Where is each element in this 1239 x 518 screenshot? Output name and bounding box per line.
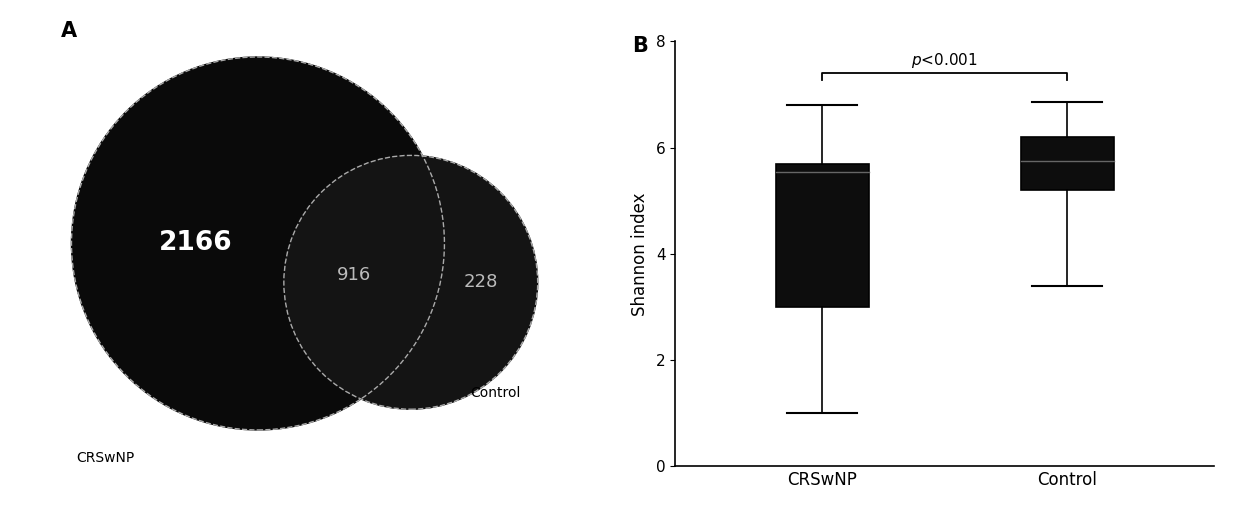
Text: 916: 916 [337,266,370,283]
Text: 2166: 2166 [159,231,233,256]
Bar [1021,137,1114,190]
Text: CRSwNP: CRSwNP [77,451,135,465]
Text: $\it{p}$<0.001: $\it{p}$<0.001 [912,51,978,69]
Text: 228: 228 [463,274,498,291]
Bar [776,164,869,307]
Circle shape [72,57,445,430]
Circle shape [284,155,538,409]
Y-axis label: Shannon index: Shannon index [631,192,649,315]
Text: B: B [632,36,648,56]
Text: Control: Control [471,386,520,400]
Text: A: A [61,21,77,41]
